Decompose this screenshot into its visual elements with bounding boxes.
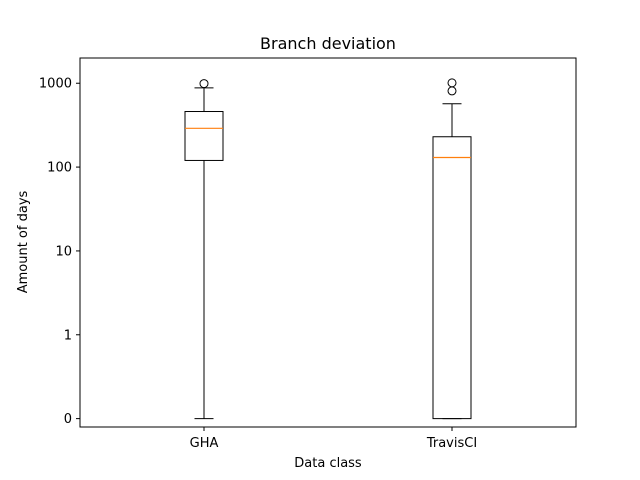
y-tick-label: 10 (55, 244, 72, 259)
iqr-box (432, 136, 472, 420)
x-tick-label: TravisCI (426, 436, 477, 451)
y-tick-label: 1000 (39, 77, 72, 92)
y-axis-label: Amount of days (16, 190, 31, 293)
x-tick-label: GHA (190, 436, 219, 451)
y-axis: 0 1 10 100 1000 (39, 77, 80, 427)
y-tick-label: 1 (64, 328, 72, 343)
outlier-point (199, 79, 209, 89)
chart-title: Branch deviation (260, 34, 396, 53)
plot-area (79, 57, 577, 428)
iqr-box (184, 111, 224, 161)
box-group (432, 78, 472, 420)
box-group (184, 79, 224, 420)
x-axis: GHA TravisCI (190, 427, 477, 451)
x-axis-label: Data class (294, 456, 362, 471)
y-tick-label: 100 (47, 161, 72, 176)
outlier-point (447, 78, 457, 88)
y-tick-label: 0 (64, 412, 72, 427)
outlier-point (447, 86, 457, 96)
boxes-layer (184, 78, 472, 420)
